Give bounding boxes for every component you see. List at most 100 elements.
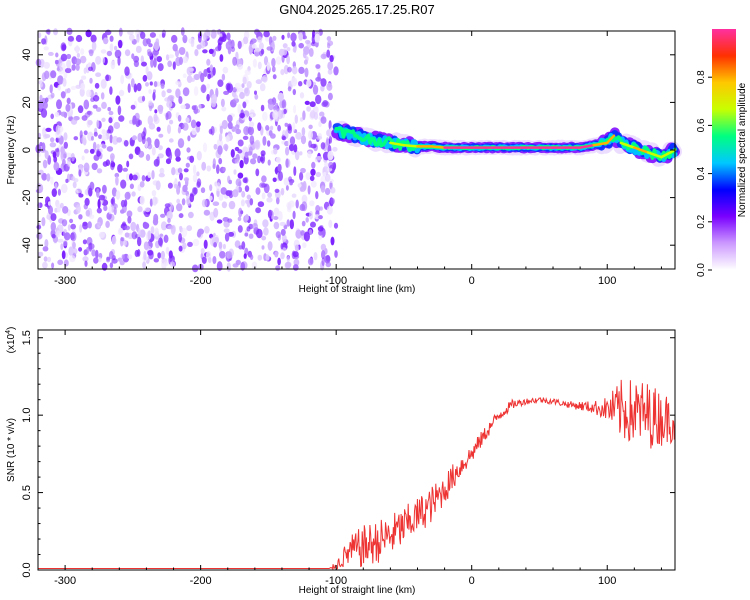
y-tick-label: 20 <box>21 96 33 108</box>
noise-speck <box>257 36 263 43</box>
noise-speck <box>223 90 230 95</box>
noise-speck <box>92 141 97 151</box>
noise-speck <box>287 32 291 39</box>
noise-speck <box>169 261 175 268</box>
noise-speck <box>313 252 318 261</box>
noise-speck <box>319 206 323 211</box>
spectrogram-y-label: Frequency (Hz) <box>6 116 17 185</box>
noise-speck <box>133 60 139 68</box>
noise-speck <box>277 257 281 266</box>
noise-speck <box>75 45 80 54</box>
noise-speck <box>239 91 245 100</box>
noise-speck <box>218 157 223 165</box>
noise-speck <box>242 135 249 140</box>
noise-speck <box>222 66 229 74</box>
noise-speck <box>106 50 113 57</box>
noise-speck <box>309 210 313 220</box>
noise-speck <box>164 203 171 208</box>
colorbar-tick-label: 0.4 <box>696 166 707 180</box>
noise-speck <box>115 176 119 186</box>
noise-speck <box>83 99 90 110</box>
noise-speck <box>181 227 188 238</box>
noise-speck <box>77 105 84 114</box>
noise-speck <box>153 159 160 167</box>
noise-speck <box>328 161 334 169</box>
noise-speck <box>186 225 193 232</box>
noise-speck <box>226 32 231 41</box>
noise-speck <box>219 54 224 62</box>
noise-speck <box>329 55 334 63</box>
noise-speck <box>76 53 80 58</box>
noise-speck <box>309 110 316 119</box>
noise-speck <box>244 214 249 221</box>
noise-speck <box>163 261 169 267</box>
noise-speck <box>117 164 123 173</box>
noise-speck <box>328 135 333 144</box>
noise-speck <box>200 72 205 83</box>
noise-speck <box>44 97 49 103</box>
noise-speck <box>54 59 59 65</box>
noise-speck <box>88 66 93 72</box>
noise-speck <box>178 245 183 252</box>
noise-speck <box>98 134 103 139</box>
svg-text:(x104): (x104) <box>5 327 17 354</box>
noise-speck <box>48 205 53 215</box>
y-tick-label: 40 <box>21 49 33 61</box>
noise-speck <box>111 187 117 197</box>
noise-speck <box>153 58 157 68</box>
noise-speck <box>87 221 92 229</box>
noise-speck <box>258 42 264 50</box>
noise-speck <box>113 207 117 216</box>
noise-speck <box>327 69 333 75</box>
noise-speck <box>36 225 42 230</box>
noise-speck <box>190 39 195 48</box>
signal-core <box>605 134 616 145</box>
noise-speck <box>63 132 68 141</box>
noise-speck <box>152 49 159 56</box>
noise-speck <box>286 55 290 65</box>
noise-speck <box>155 180 161 191</box>
noise-speck <box>138 150 145 158</box>
noise-speck <box>240 199 245 207</box>
noise-speck <box>320 78 327 87</box>
noise-speck <box>42 261 48 269</box>
noise-speck <box>303 59 308 65</box>
noise-speck <box>315 171 321 178</box>
noise-speck <box>83 162 90 173</box>
noise-speck <box>212 201 220 206</box>
noise-speck <box>39 82 43 88</box>
noise-speck <box>244 151 249 158</box>
noise-speck <box>75 63 80 71</box>
noise-speck <box>55 148 59 153</box>
snr-multiplier-close: ) <box>6 327 17 330</box>
noise-speck <box>64 67 72 74</box>
noise-speck <box>263 227 269 236</box>
noise-speck <box>284 129 289 139</box>
noise-speck <box>206 93 210 102</box>
noise-speck <box>319 111 325 117</box>
noise-speck <box>43 256 48 262</box>
noise-speck <box>63 141 68 149</box>
noise-speck <box>168 54 175 59</box>
noise-speck <box>75 204 81 214</box>
noise-speck <box>41 142 46 152</box>
noise-speck <box>109 35 114 42</box>
noise-speck <box>222 243 226 250</box>
noise-speck <box>50 213 57 222</box>
noise-speck <box>281 48 288 56</box>
noise-speck <box>159 33 162 38</box>
noise-speck <box>176 203 183 212</box>
noise-speck <box>55 124 61 135</box>
noise-speck <box>301 194 308 204</box>
noise-speck <box>274 251 279 258</box>
noise-speck <box>61 219 68 227</box>
noise-speck <box>55 52 59 58</box>
noise-speck <box>290 32 297 42</box>
noise-speck <box>80 83 86 90</box>
noise-speck <box>306 40 312 49</box>
noise-speck <box>158 173 165 178</box>
noise-speck <box>244 185 250 193</box>
noise-speck <box>190 119 197 129</box>
noise-speck <box>126 160 130 168</box>
